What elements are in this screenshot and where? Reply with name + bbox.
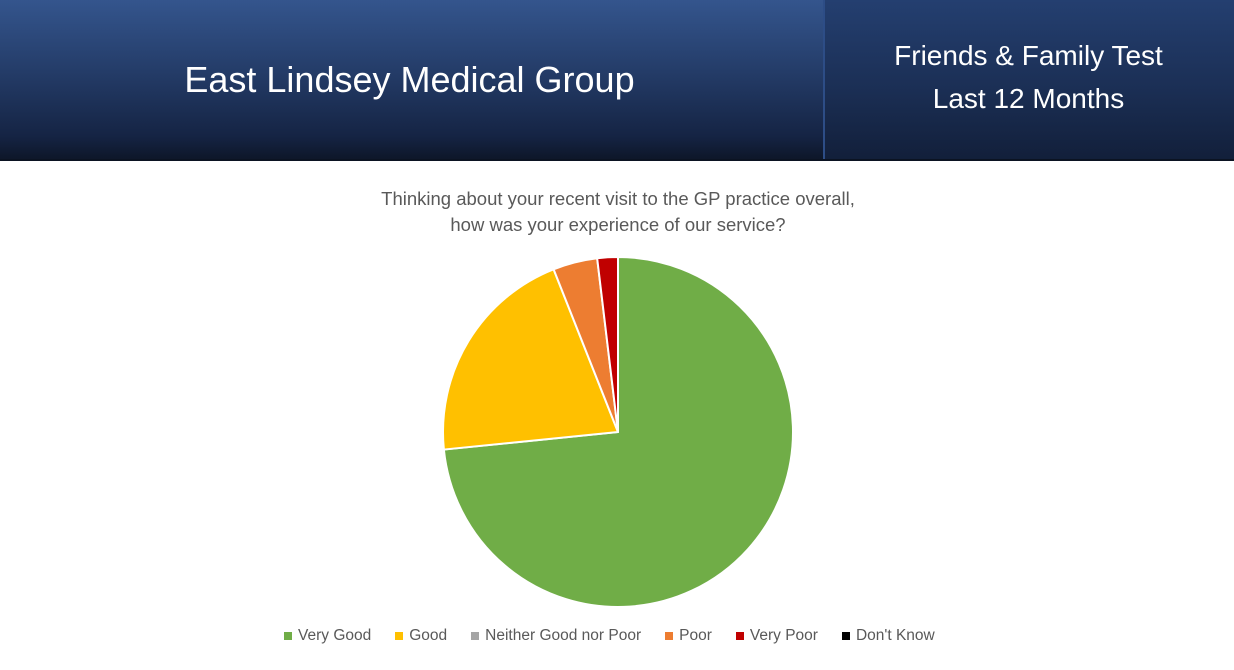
banner-bottom-border <box>0 159 1234 161</box>
banner-left-panel <box>0 0 823 160</box>
header-banner: East Lindsey Medical Group Friends & Fam… <box>0 0 1234 161</box>
pie-slice-very-poor <box>596 256 619 433</box>
report-period: Last 12 Months <box>932 83 1125 114</box>
report-name: Friends & Family Test <box>894 40 1163 71</box>
legend-item: Neither Good nor Poor <box>471 627 641 645</box>
legend-swatch-icon <box>735 632 744 640</box>
pie-slice-good <box>442 268 619 451</box>
organisation-title: East Lindsey Medical Group <box>0 0 823 160</box>
chart-title: Thinking about your recent visit to the … <box>318 186 918 238</box>
banner-divider <box>823 0 825 160</box>
organisation-name: East Lindsey Medical Group <box>184 59 635 100</box>
legend-swatch-icon <box>471 632 480 640</box>
legend-item: Don't Know <box>841 627 935 645</box>
report-subtitle: Friends & Family Test Last 12 Months <box>823 34 1234 120</box>
legend-label: Poor <box>679 627 712 644</box>
legend-label: Neither Good nor Poor <box>485 627 642 644</box>
chart-legend: Very Good Good Neither Good nor Poor Poor Ve… <box>284 626 935 646</box>
legend-swatch-icon <box>395 632 404 640</box>
legend-label: Good <box>409 627 448 644</box>
banner-right-panel <box>823 0 1234 160</box>
legend-swatch-icon <box>284 632 292 640</box>
legend-swatch-icon <box>841 632 850 640</box>
legend-item: Good <box>395 627 447 645</box>
legend-label: Don't Know <box>855 627 935 644</box>
legend-item: Very Good <box>284 627 371 645</box>
legend-item: Poor <box>665 627 712 645</box>
chart-title-line2: how was your experience of our service? <box>450 214 786 235</box>
legend-label: Very Good <box>298 627 372 644</box>
legend-item: Very Poor <box>735 627 818 645</box>
legend-swatch-icon <box>665 632 674 640</box>
chart-title-line1: Thinking about your recent visit to the … <box>381 188 855 209</box>
legend-label: Very Poor <box>749 627 818 644</box>
